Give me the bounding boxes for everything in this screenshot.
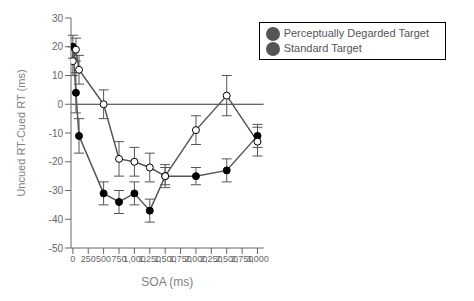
svg-text:20: 20 bbox=[52, 41, 64, 52]
svg-text:Uncued RT-Cued RT (ms): Uncued RT-Cued RT (ms) bbox=[15, 69, 27, 196]
html-text:Standard Target: Standard Target bbox=[283, 42, 362, 55]
svg-text:500: 500 bbox=[96, 254, 111, 264]
svg-text:30: 30 bbox=[52, 13, 64, 24]
svg-text:750: 750 bbox=[111, 254, 127, 265]
svg-text:2,750: 2,750 bbox=[230, 254, 254, 265]
svg-text:-20: -20 bbox=[49, 156, 64, 167]
svg-text:0: 0 bbox=[57, 99, 63, 110]
svg-text:2,000: 2,000 bbox=[184, 254, 208, 265]
svg-text:-50: -50 bbox=[49, 243, 64, 254]
svg-text:1,250: 1,250 bbox=[138, 254, 162, 265]
html-text:Perceptually Degarded Target: Perceptually Degarded Target bbox=[283, 27, 429, 39]
svg-text:1,500: 1,500 bbox=[153, 254, 177, 265]
svg-text:250: 250 bbox=[81, 254, 96, 264]
svg-text:-30: -30 bbox=[49, 185, 64, 196]
svg-text:1,000: 1,000 bbox=[123, 254, 146, 265]
svg-text:0: 0 bbox=[70, 254, 75, 264]
svg-text:2,250: 2,250 bbox=[200, 254, 223, 265]
svg-text:10: 10 bbox=[52, 70, 64, 81]
svg-text:SOA (ms): SOA (ms) bbox=[141, 275, 193, 289]
svg-text:-10: -10 bbox=[49, 128, 64, 139]
svg-text:2,500: 2,500 bbox=[215, 254, 238, 265]
svg-text:1,750: 1,750 bbox=[169, 254, 192, 265]
svg-text:-40: -40 bbox=[49, 214, 64, 225]
svg-text:3,000: 3,000 bbox=[246, 254, 269, 264]
